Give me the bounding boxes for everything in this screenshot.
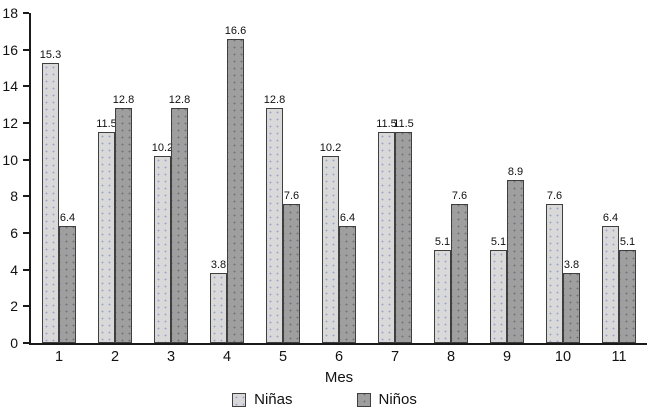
bar-ninos-month-3: 12.8	[169, 94, 190, 343]
y-tick-label: 0	[10, 335, 18, 351]
bar-group-month-6: 10.2 6.4	[311, 13, 367, 343]
y-tick-label: 10	[2, 151, 18, 168]
bar-ninos-month-2: 12.8	[113, 94, 134, 343]
bar-value-label: 5.1	[490, 235, 507, 248]
y-tick-mark	[23, 195, 29, 198]
bar-value-label: 6.4	[602, 211, 619, 224]
bar-value-label: 8.9	[507, 165, 524, 178]
x-axis-title: Mes	[324, 369, 354, 386]
bar-value-label: 11.5	[393, 118, 414, 131]
bar-group-month-1: 15.3 6.4	[31, 13, 87, 343]
bar-ninas-month-8: 5.1	[434, 236, 451, 343]
y-axis: 0 2 4 6 8 10 12 14 16 18	[0, 5, 29, 351]
bar-value-label: 11.5	[96, 118, 117, 131]
bar-group-month-9: 5.1 8.9	[479, 13, 535, 343]
y-tick-mark	[23, 12, 29, 14]
y-tick-mark	[23, 305, 29, 308]
bar-ninos-month-7: 11.5	[393, 118, 414, 343]
bar-ninos-month-4: 16.6	[225, 25, 246, 343]
y-tick-label: 18	[2, 5, 18, 21]
bar-value-label: 6.4	[339, 211, 356, 224]
bar-value-label: 12.8	[112, 94, 135, 107]
bar-ninos-month-10: 3.8	[563, 259, 580, 343]
x-tick-label: 1	[54, 349, 64, 365]
y-tick-mark	[23, 85, 29, 88]
y-tick-label: 6	[10, 225, 18, 241]
bar-value-label: 16.6	[224, 24, 247, 37]
plot-area: 15.3 6.4 11.5 12.8 10.2 12.8 3.8 16.6 12.8 7.6 10.…	[29, 13, 647, 345]
legend-swatch-icon	[232, 392, 247, 407]
x-tick-label: 10	[554, 349, 572, 365]
bar-value-label: 7.6	[451, 189, 468, 202]
bar-value-label: 10.2	[151, 142, 174, 154]
bar-group-month-7: 11.5 11.5	[367, 13, 423, 343]
legend: Niñas Niños	[0, 391, 649, 408]
bar-ninas-month-11: 6.4	[602, 212, 619, 343]
bar-value-label: 5.1	[434, 235, 451, 248]
y-tick-mark	[23, 268, 29, 271]
y-tick-mark	[23, 48, 29, 51]
y-tick-label: 2	[10, 298, 18, 315]
bar-ninas-month-4: 3.8	[210, 259, 227, 343]
bar-ninas-month-10: 7.6	[546, 190, 563, 343]
bar-value-label: 10.2	[319, 142, 342, 154]
y-tick-label: 14	[2, 78, 18, 95]
legend-item-ninas: Niñas	[232, 391, 293, 408]
x-tick-label: 11	[611, 349, 627, 365]
bar-ninos-month-6: 6.4	[339, 212, 356, 343]
bar-value-label: 15.3	[39, 48, 62, 61]
y-tick-mark	[23, 122, 29, 124]
bar-ninas-month-9: 5.1	[490, 236, 507, 343]
bar-group-month-8: 5.1 7.6	[423, 13, 479, 343]
bar-group-month-2: 11.5 12.8	[87, 13, 143, 343]
bar-group-month-11: 6.4 5.1	[591, 13, 647, 343]
legend-swatch-icon	[356, 392, 371, 407]
legend-item-ninos: Niños	[356, 391, 417, 408]
x-tick-label: 4	[222, 349, 232, 365]
bar-group-month-3: 10.2 12.8	[143, 13, 199, 343]
bar-value-label: 3.8	[563, 259, 580, 272]
bar-group-month-10: 7.6 3.8	[535, 13, 591, 343]
bar-value-label: 12.8	[263, 94, 286, 107]
x-tick-label: 7	[390, 349, 400, 365]
y-tick-label: 4	[10, 261, 18, 278]
x-tick-label: 8	[446, 349, 456, 365]
bar-value-label: 5.1	[619, 235, 636, 248]
x-tick-label: 6	[334, 349, 344, 365]
y-tick-label: 12	[2, 115, 18, 131]
y-tick-mark	[23, 158, 29, 161]
legend-label: Niños	[378, 391, 417, 408]
bar-group-month-5: 12.8 7.6	[255, 13, 311, 343]
bar-ninas-month-2: 11.5	[96, 118, 117, 343]
bar-ninos-month-8: 7.6	[451, 190, 468, 343]
bar-value-label: 11.5	[376, 118, 397, 131]
bar-value-label: 7.6	[283, 189, 300, 202]
y-tick-mark	[23, 232, 29, 234]
x-tick-label: 5	[278, 349, 288, 365]
legend-label: Niñas	[254, 391, 293, 408]
bar-value-label: 7.6	[546, 189, 563, 202]
bar-ninas-month-5: 12.8	[264, 94, 285, 343]
bar-value-label: 12.8	[168, 94, 191, 107]
bar-value-label: 6.4	[59, 211, 76, 224]
bar-ninas-month-7: 11.5	[376, 118, 397, 343]
bar-group-month-4: 3.8 16.6	[199, 13, 255, 343]
bar-ninas-month-3: 10.2	[152, 142, 173, 343]
bar-ninas-month-6: 10.2	[320, 142, 341, 343]
x-axis-labels: 1 2 3 4 5 6 7 8 9 10 11	[31, 349, 647, 365]
x-tick-label: 3	[166, 349, 176, 365]
bar-groups: 15.3 6.4 11.5 12.8 10.2 12.8 3.8 16.6 12.8 7.6 10.…	[31, 13, 647, 343]
bar-ninos-month-11: 5.1	[619, 236, 636, 343]
y-tick-label: 8	[10, 188, 18, 205]
x-tick-label: 9	[502, 349, 512, 365]
y-tick-mark	[23, 342, 29, 344]
y-tick-label: 16	[2, 41, 18, 58]
x-tick-label: 2	[110, 349, 120, 365]
bar-ninas-month-1: 15.3	[40, 49, 61, 343]
bar-value-label: 3.8	[210, 259, 227, 272]
bar-ninos-month-1: 6.4	[59, 212, 76, 343]
bar-ninos-month-5: 7.6	[283, 190, 300, 343]
bar-ninos-month-9: 8.9	[507, 166, 524, 343]
